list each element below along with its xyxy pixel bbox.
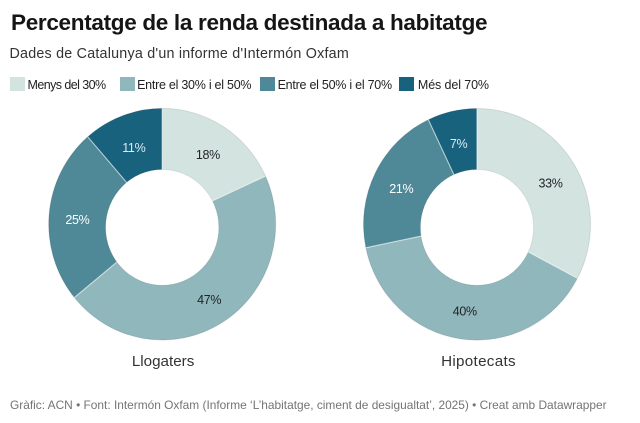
svg-text:7%: 7% [450,137,468,151]
svg-text:40%: 40% [453,305,477,319]
svg-text:Llogaters: Llogaters [132,353,195,370]
svg-text:25%: 25% [65,213,89,227]
svg-text:11%: 11% [122,141,145,155]
svg-text:33%: 33% [538,177,562,191]
svg-text:47%: 47% [197,293,221,307]
svg-text:21%: 21% [389,182,413,196]
svg-text:Hipotecats: Hipotecats [441,353,516,370]
svg-text:18%: 18% [196,148,220,162]
